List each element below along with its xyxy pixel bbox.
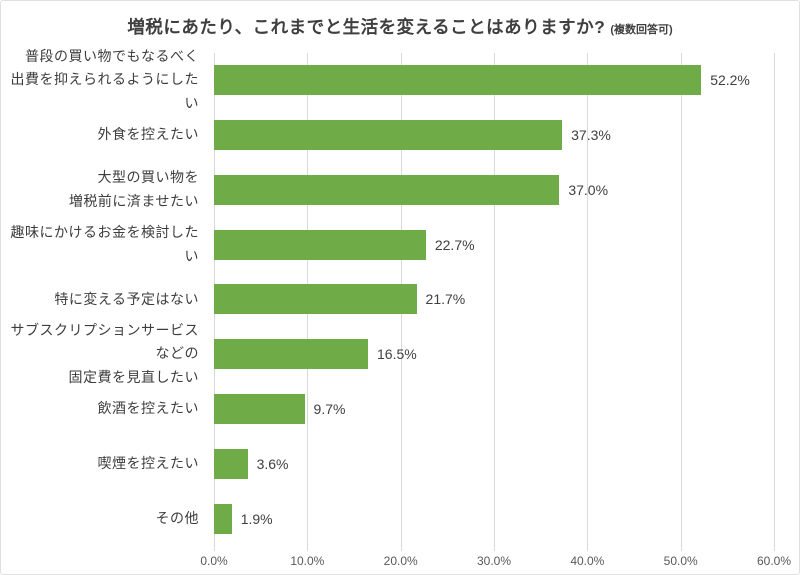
value-label: 37.3% — [571, 127, 611, 144]
gridline — [494, 53, 495, 551]
bar — [214, 120, 563, 151]
bar-row: 37.0% — [214, 163, 774, 218]
bar — [214, 284, 417, 315]
x-tick-label: 50.0% — [663, 554, 698, 568]
bar — [214, 229, 426, 260]
bar-row: 1.9% — [214, 491, 774, 546]
bar-row: 52.2% — [214, 53, 774, 108]
category-label: 飲酒を控えたい — [97, 400, 199, 417]
chart-title: 増税にあたり、これまでと生活を変えることはありますか? — [127, 17, 606, 37]
x-tick-label: 30.0% — [476, 554, 512, 568]
x-tick-label: 20.0% — [383, 554, 418, 568]
category-axis: 普段の買い物でもなるべく 出費を抑えられるようにしたい外食を控えたい大型の買い物… — [1, 47, 207, 546]
category-label: 趣味にかけるお金を検討したい — [10, 223, 199, 264]
x-axis: 0.0% 10.0% 20.0% 30.0% 40.0% 50.0% 60.0% — [200, 554, 791, 572]
bar — [214, 503, 232, 534]
x-tick-label: 10.0% — [290, 554, 325, 568]
value-label: 3.6% — [256, 455, 289, 472]
gridline — [587, 53, 589, 551]
bar-row: 9.7% — [214, 382, 774, 437]
plot-area: 52.2% 37.3% 37.0% 22.7% 21.7% 16.5% 9.7% 3.6% 1.… — [214, 53, 775, 551]
value-label: 52.2% — [710, 72, 750, 89]
x-tick-label: 40.0% — [570, 554, 605, 568]
bar — [214, 174, 560, 205]
x-tick-label: 60.0% — [756, 554, 792, 568]
value-label: 16.5% — [377, 346, 417, 363]
bar — [214, 394, 305, 425]
bar-row: 21.7% — [214, 272, 774, 327]
category-label: 大型の買い物を 増税前に済ませたい — [68, 169, 199, 209]
category-label: 外食を控えたい — [97, 126, 199, 143]
bar — [214, 339, 368, 370]
bar-row: 22.7% — [214, 217, 774, 272]
bar — [214, 448, 248, 479]
bar-row: 3.6% — [214, 436, 774, 491]
bar-row: 37.3% — [214, 108, 774, 163]
category-label: 特に変える予定はない — [54, 290, 199, 307]
category-label: その他 — [155, 509, 199, 526]
bar-row: 16.5% — [214, 327, 774, 382]
value-label: 22.7% — [434, 236, 475, 253]
chart-title-wrap: 増税にあたり、これまでと生活を変えることはありますか? (複数回答可) — [1, 14, 799, 39]
chart-title-note: (複数回答可) — [610, 24, 673, 36]
value-label: 21.7% — [425, 291, 466, 308]
value-label: 9.7% — [313, 401, 346, 418]
bar — [214, 65, 702, 96]
gridline — [680, 53, 682, 551]
category-label: 喫煙を控えたい — [97, 454, 199, 471]
gridline — [774, 53, 775, 551]
x-tick-label: 0.0% — [200, 554, 228, 568]
category-label: 普段の買い物でもなるべく 出費を抑えられるようにしたい — [10, 47, 199, 112]
value-label: 37.0% — [568, 181, 609, 198]
category-label: サブスクリプションサービスなどの 固定費を見直したい — [10, 321, 199, 386]
value-label: 1.9% — [240, 510, 273, 527]
